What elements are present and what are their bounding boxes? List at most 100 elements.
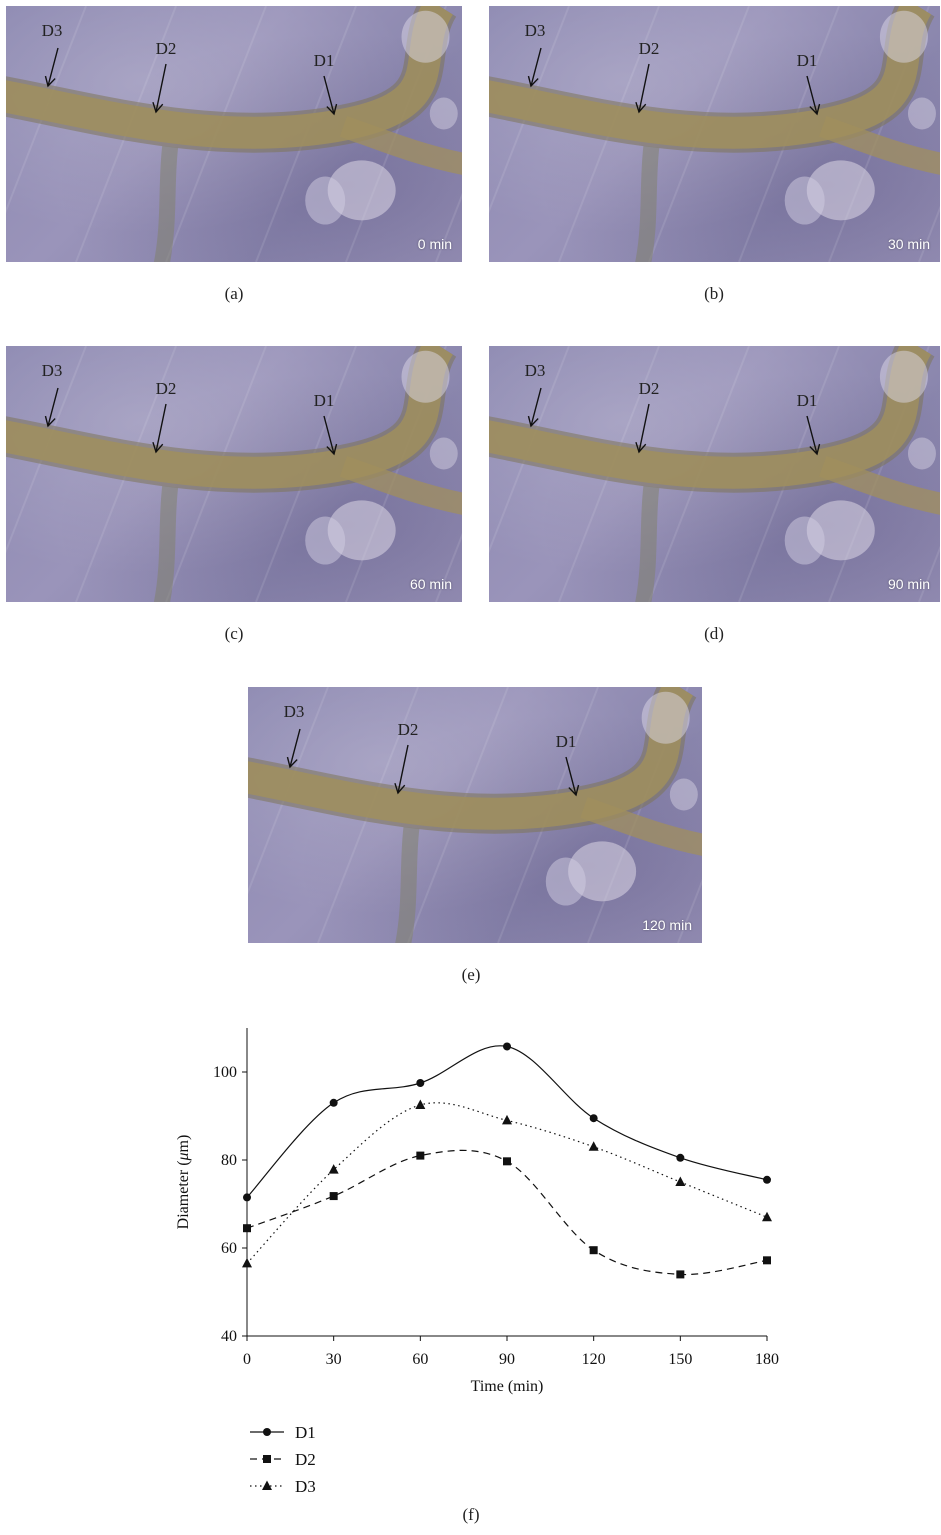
vessel-label-d2: D2 [398, 720, 419, 739]
micrograph-image: D3 D2 D1 [6, 346, 462, 602]
legend-item-d3: D3 [250, 1477, 316, 1496]
micrograph-image: D3 D2 D1 [248, 687, 702, 943]
data-point-d3 [762, 1211, 772, 1222]
vessel-label-d1: D1 [314, 51, 335, 70]
x-tick-label: 60 [412, 1351, 428, 1368]
vessel-arrow-d2: D2 [635, 39, 660, 114]
vessel-arrow-d3: D3 [525, 361, 546, 428]
time-label: 120 min [642, 917, 692, 933]
vessel-label-d3: D3 [284, 702, 305, 721]
vessel-label-d2: D2 [639, 379, 660, 398]
data-point-d2 [763, 1256, 771, 1265]
data-point-d3 [588, 1141, 599, 1151]
x-tick-label: 90 [499, 1351, 515, 1368]
vessel-label-d1: D1 [797, 391, 818, 410]
vessel-label-d2: D2 [156, 39, 177, 58]
legend-label: D3 [295, 1477, 316, 1496]
series-d2 [243, 1149, 771, 1279]
legend-item-d1: D1 [250, 1423, 316, 1442]
data-point-d3 [675, 1176, 686, 1186]
vessel-arrow-d1: D1 [556, 732, 580, 797]
data-point-d1 [589, 1114, 598, 1123]
y-tick-label: 40 [221, 1328, 237, 1345]
vessel-label-d3: D3 [525, 361, 546, 380]
panel-caption-d: (d) [704, 624, 724, 643]
legend-marker [262, 1480, 272, 1490]
vessel-label-d1: D1 [314, 391, 335, 410]
vessel-arrow-d3: D3 [525, 21, 546, 88]
micrograph-panel-a: D3 D2 D1 0 min [6, 6, 462, 262]
vessel-arrow-d2: D2 [152, 39, 177, 114]
micrograph-panel-d: D3 D2 D1 90 min [489, 346, 940, 602]
data-point-d1 [243, 1193, 251, 1202]
micrograph-panel-e: D3 D2 D1 120 min [248, 687, 702, 943]
x-tick-label: 30 [326, 1351, 342, 1368]
data-point-d1 [503, 1042, 511, 1051]
micrograph-panel-b: D3 D2 D1 30 min [489, 6, 940, 262]
x-tick-label: 180 [755, 1351, 779, 1368]
data-point-d3 [415, 1099, 426, 1109]
micrograph-image: D3 D2 D1 [6, 6, 462, 262]
panel-caption-b: (b) [704, 284, 724, 303]
micrograph-image: D3 D2 D1 [489, 346, 940, 602]
chart-axes: 40 60 80 100 0 30 60 90 120 150 180 Time (min) Diame… [175, 1028, 779, 1395]
vessel-label-d3: D3 [42, 361, 63, 380]
y-axis-label: Diameter (μm) [175, 1135, 192, 1230]
vessel-arrow-d1: D1 [314, 391, 338, 456]
chart-legend: D1 D2 D3 [250, 1423, 316, 1496]
data-point-d2 [589, 1246, 598, 1255]
panel-caption-c: (c) [224, 624, 244, 643]
legend-label: D2 [295, 1450, 316, 1469]
legend-item-d2: D2 [250, 1450, 316, 1469]
data-point-d2 [243, 1224, 251, 1233]
data-point-d2 [676, 1270, 685, 1279]
legend-label: D1 [295, 1423, 316, 1442]
vessel-arrow-d1: D1 [797, 391, 821, 456]
time-label: 60 min [409, 576, 452, 592]
data-point-d1 [329, 1098, 338, 1107]
chart-series [242, 1042, 772, 1279]
vessel-arrow-d1: D1 [314, 51, 338, 116]
x-tick-label: 150 [668, 1351, 692, 1368]
data-point-d2 [503, 1157, 511, 1166]
time-label: 0 min [417, 236, 452, 252]
time-label: 90 min [887, 576, 930, 592]
series-line-d2 [246, 1149, 768, 1276]
data-point-d2 [416, 1151, 425, 1160]
data-point-d3 [242, 1257, 252, 1268]
time-label: 30 min [887, 236, 930, 252]
vessel-label-d3: D3 [525, 21, 546, 40]
vessel-arrow-d3: D3 [42, 361, 63, 428]
vessel-arrow-d2: D2 [635, 379, 660, 454]
vessel-arrow-d2: D2 [394, 720, 419, 795]
chart-caption: (f) [462, 1505, 480, 1524]
legend-marker [263, 1455, 271, 1463]
y-tick-label: 60 [221, 1240, 237, 1257]
diameter-line-chart: 40 60 80 100 0 30 60 90 120 150 180 Time (min) Diame… [175, 1028, 779, 1496]
data-point-d2 [329, 1192, 338, 1201]
vessel-label-d2: D2 [639, 39, 660, 58]
micrograph-image: D3 D2 D1 [489, 6, 940, 262]
vessel-label-d2: D2 [156, 379, 177, 398]
series-line-d3 [246, 1102, 768, 1264]
x-tick-label: 0 [243, 1351, 251, 1368]
panel-caption-a: (a) [224, 284, 244, 303]
series-d1 [243, 1042, 771, 1202]
data-point-d3 [502, 1114, 512, 1125]
y-tick-label: 100 [213, 1064, 237, 1081]
x-axis-label: Time (min) [471, 1378, 544, 1395]
vessel-label-d1: D1 [797, 51, 818, 70]
panel-caption-e: (e) [461, 965, 481, 984]
data-point-d1 [763, 1175, 771, 1184]
data-point-d3 [328, 1164, 339, 1174]
data-point-d1 [416, 1079, 425, 1087]
vessel-label-d1: D1 [556, 732, 577, 751]
micrograph-panel-c: D3 D2 D1 60 min [6, 346, 462, 602]
vessel-label-d3: D3 [42, 21, 63, 40]
y-tick-label: 80 [221, 1152, 237, 1169]
series-d3 [242, 1099, 772, 1268]
vessel-arrow-d3: D3 [284, 702, 305, 769]
vessel-arrow-d1: D1 [797, 51, 821, 116]
x-tick-label: 120 [582, 1351, 606, 1368]
data-point-d1 [676, 1153, 685, 1162]
